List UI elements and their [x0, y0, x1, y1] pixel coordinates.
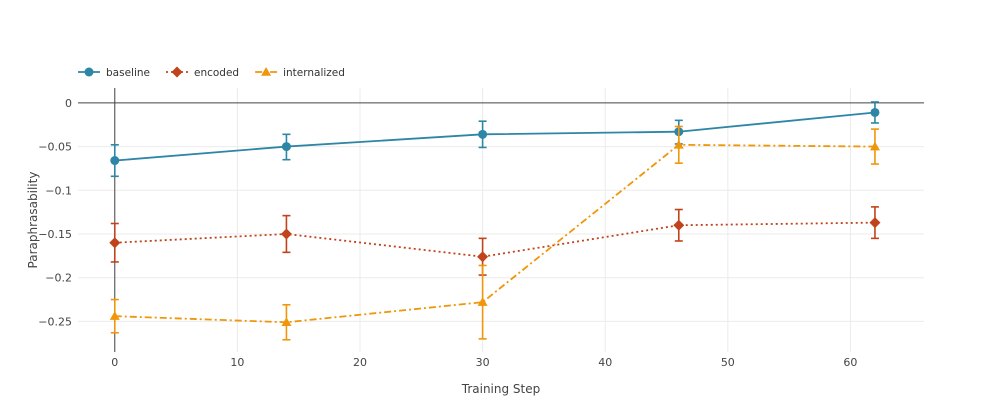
- data-point-encoded: [280, 228, 292, 240]
- series-line-internalized: [114, 143, 875, 324]
- x-tick-label: 50: [721, 356, 735, 369]
- data-point-encoded: [869, 217, 881, 229]
- x-tick-label: 10: [230, 356, 244, 369]
- series-encoded: [109, 206, 881, 276]
- series-line-baseline: [114, 111, 876, 162]
- y-tick-label: −0.15: [38, 228, 72, 241]
- data-point-baseline: [110, 156, 120, 166]
- legend-marker-diamond: [171, 66, 183, 78]
- data-point-encoded: [673, 219, 685, 231]
- y-tick-label: −0.05: [38, 141, 72, 154]
- legend-label: encoded: [194, 67, 239, 79]
- data-point-baseline: [281, 142, 291, 152]
- y-tick-label: 0: [65, 97, 72, 110]
- series-layer: [109, 101, 881, 341]
- tick-labels: 0 10 20 30 40 50 60 0 −0.05 −0.1 −0.15 −0.2 −0.25: [38, 97, 857, 369]
- data-point-baseline: [870, 107, 880, 117]
- x-tick-label: 20: [353, 356, 367, 369]
- series-baseline: [110, 101, 880, 178]
- data-point-internalized: [673, 139, 684, 149]
- legend-item-baseline[interactable]: baseline: [78, 67, 150, 79]
- series-line-encoded: [114, 221, 875, 258]
- axes: [78, 88, 924, 352]
- data-point-encoded: [477, 251, 489, 263]
- data-point-internalized: [109, 311, 120, 320]
- y-tick-label: −0.25: [38, 315, 72, 328]
- data-point-encoded: [109, 237, 121, 249]
- data-point-internalized: [477, 297, 488, 306]
- x-tick-label: 40: [598, 356, 612, 369]
- y-tick-label: −0.2: [45, 272, 72, 285]
- legend-item-encoded[interactable]: encoded: [165, 66, 239, 80]
- x-tick-label: 30: [476, 356, 490, 369]
- legend[interactable]: baseline encoded internalized: [78, 66, 345, 80]
- x-tick-label: 0: [111, 356, 118, 369]
- data-point-baseline: [478, 129, 488, 139]
- x-axis-title: Training Step: [461, 382, 541, 396]
- legend-marker-triangle: [261, 67, 272, 76]
- legend-marker-circle: [84, 67, 94, 77]
- grid-lines: [78, 88, 924, 352]
- legend-label: baseline: [106, 67, 150, 79]
- data-point-internalized: [869, 141, 880, 151]
- y-tick-label: −0.1: [45, 184, 72, 197]
- legend-label: internalized: [283, 67, 345, 79]
- series-internalized: [109, 125, 880, 341]
- x-tick-label: 60: [843, 356, 857, 369]
- y-axis-title: Paraphrasability: [26, 172, 40, 269]
- data-point-internalized: [281, 317, 292, 327]
- legend-item-internalized[interactable]: internalized: [255, 67, 345, 79]
